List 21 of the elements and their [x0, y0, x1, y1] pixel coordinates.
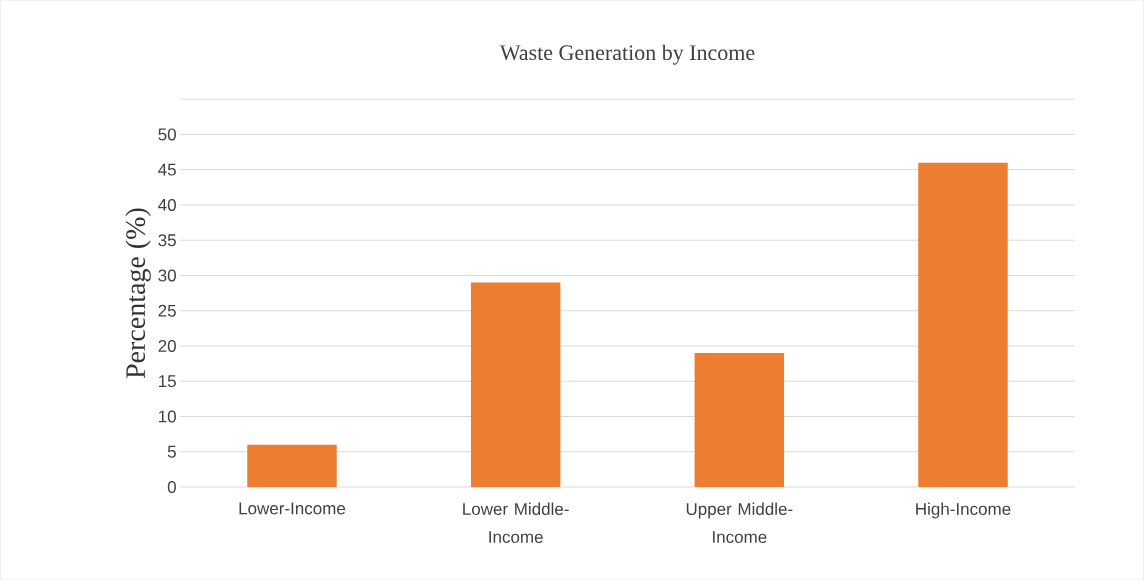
bar — [247, 444, 337, 487]
y-tick-label: 40 — [158, 198, 176, 211]
x-tick-label: Lower-Income — [239, 502, 346, 515]
bar — [470, 282, 561, 487]
bar — [918, 162, 1008, 487]
y-tick-label: 25 — [158, 304, 176, 317]
y-tick-label: 30 — [158, 269, 176, 282]
y-tick-label: 10 — [159, 410, 176, 423]
y-tick-label: 0 — [167, 480, 176, 493]
y-axis-title: Percentage (%) — [125, 208, 151, 379]
x-tick-label: Upper Middle-Income — [686, 502, 793, 543]
chart-title: Waste Generation by Income — [499, 44, 755, 65]
bar — [694, 352, 785, 487]
y-tick-label: 20 — [158, 339, 176, 352]
y-tick-label: 35 — [158, 234, 176, 247]
y-tick-label: 15 — [159, 375, 176, 388]
y-tick-label: 45 — [158, 163, 176, 176]
x-tick-label: High-Income — [916, 502, 1011, 519]
y-tick-label: 5 — [167, 445, 176, 458]
y-tick-label: 50 — [158, 128, 176, 141]
x-tick-label: Lower Middle-Income — [463, 502, 569, 543]
